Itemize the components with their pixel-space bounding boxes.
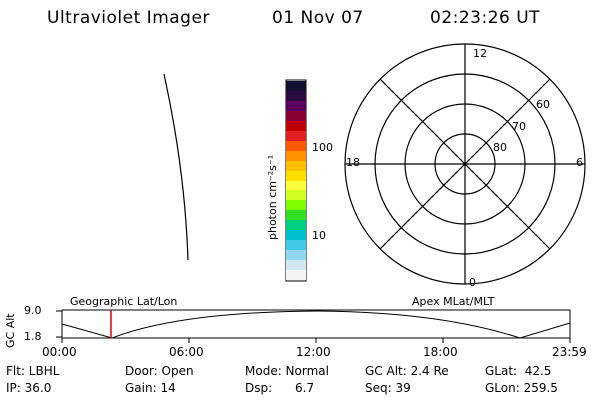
colorbar-swatch bbox=[286, 150, 306, 161]
colorbar-swatch bbox=[286, 180, 306, 191]
status-door: Door: Open bbox=[125, 364, 194, 378]
strip-left-title: Geographic Lat/Lon bbox=[70, 295, 178, 308]
colorbar-swatch bbox=[286, 81, 306, 91]
geographic-trace-line bbox=[163, 73, 189, 261]
strip-xtick-3: 18:00 bbox=[423, 345, 458, 359]
polar-lat-60: 60 bbox=[536, 98, 550, 111]
colorbar-swatch bbox=[286, 230, 306, 241]
polar-hour-6: 6 bbox=[576, 156, 583, 169]
colorbar-swatch bbox=[286, 260, 306, 271]
colorbar-swatch bbox=[286, 90, 306, 101]
status-dsp: Dsp: 6.7 bbox=[245, 381, 315, 395]
colorbar-label-10: 10 bbox=[312, 229, 326, 242]
colorbar-swatch bbox=[286, 200, 306, 211]
colorbar-label-100: 100 bbox=[312, 141, 333, 154]
status-seq: Seq: 39 bbox=[365, 381, 411, 395]
polar-dial bbox=[344, 43, 586, 285]
strip-ytick-bottom: 1.8 bbox=[24, 330, 42, 343]
colorbar-swatch bbox=[286, 250, 306, 261]
colorbar-swatch bbox=[286, 100, 306, 111]
strip-xtick-0: 00:00 bbox=[42, 345, 77, 359]
status-ip: IP: 36.0 bbox=[6, 381, 52, 395]
strip-xtick-4: 23:59 bbox=[552, 345, 587, 359]
status-gc-alt: GC Alt: 2.4 Re bbox=[365, 364, 449, 378]
polar-lat-80: 80 bbox=[493, 141, 507, 154]
strip-ytick-top: 9.0 bbox=[24, 304, 42, 317]
instrument-title: Ultraviolet Imager bbox=[47, 8, 210, 28]
strip-xtick-1: 06:00 bbox=[169, 345, 204, 359]
strip-xtick-2: 12:00 bbox=[296, 345, 331, 359]
status-glat: GLat: 42.5 bbox=[485, 364, 552, 378]
colorbar-swatch bbox=[286, 270, 306, 281]
colorbar-swatch bbox=[286, 110, 306, 121]
status-filter: Flt: LBHL bbox=[6, 364, 60, 378]
status-gain: Gain: 14 bbox=[125, 381, 176, 395]
strip-frame bbox=[61, 309, 571, 339]
time-label: 02:23:26 UT bbox=[430, 8, 541, 28]
colorbar-swatch bbox=[286, 220, 306, 231]
colorbar-swatch bbox=[286, 130, 306, 141]
polar-hour-18: 18 bbox=[346, 156, 360, 169]
polar-hour-12: 12 bbox=[473, 47, 487, 60]
date-label: 01 Nov 07 bbox=[272, 8, 364, 28]
status-glon: GLon: 259.5 bbox=[485, 381, 558, 395]
colorbar-swatch bbox=[286, 240, 306, 251]
altitude-curve bbox=[61, 310, 571, 339]
polar-hour-0: 0 bbox=[469, 276, 476, 289]
colorbar-swatch bbox=[286, 120, 306, 131]
polar-lat-70: 70 bbox=[512, 120, 526, 133]
strip-xticks bbox=[61, 338, 571, 343]
strip-ylabel: GC Alt bbox=[4, 313, 17, 348]
colorbar-swatch bbox=[286, 160, 306, 171]
strip-right-title: Apex MLat/MLT bbox=[412, 295, 495, 308]
polar-diagonal bbox=[379, 78, 551, 250]
colorbar-swatch bbox=[286, 170, 306, 181]
colorbar-swatch bbox=[286, 190, 306, 201]
colorbar-unit-label: photon cm⁻²s⁻¹ bbox=[266, 154, 279, 240]
colorbar-swatch bbox=[286, 140, 306, 151]
status-mode: Mode: Normal bbox=[245, 364, 329, 378]
colorbar-swatch bbox=[286, 210, 306, 221]
